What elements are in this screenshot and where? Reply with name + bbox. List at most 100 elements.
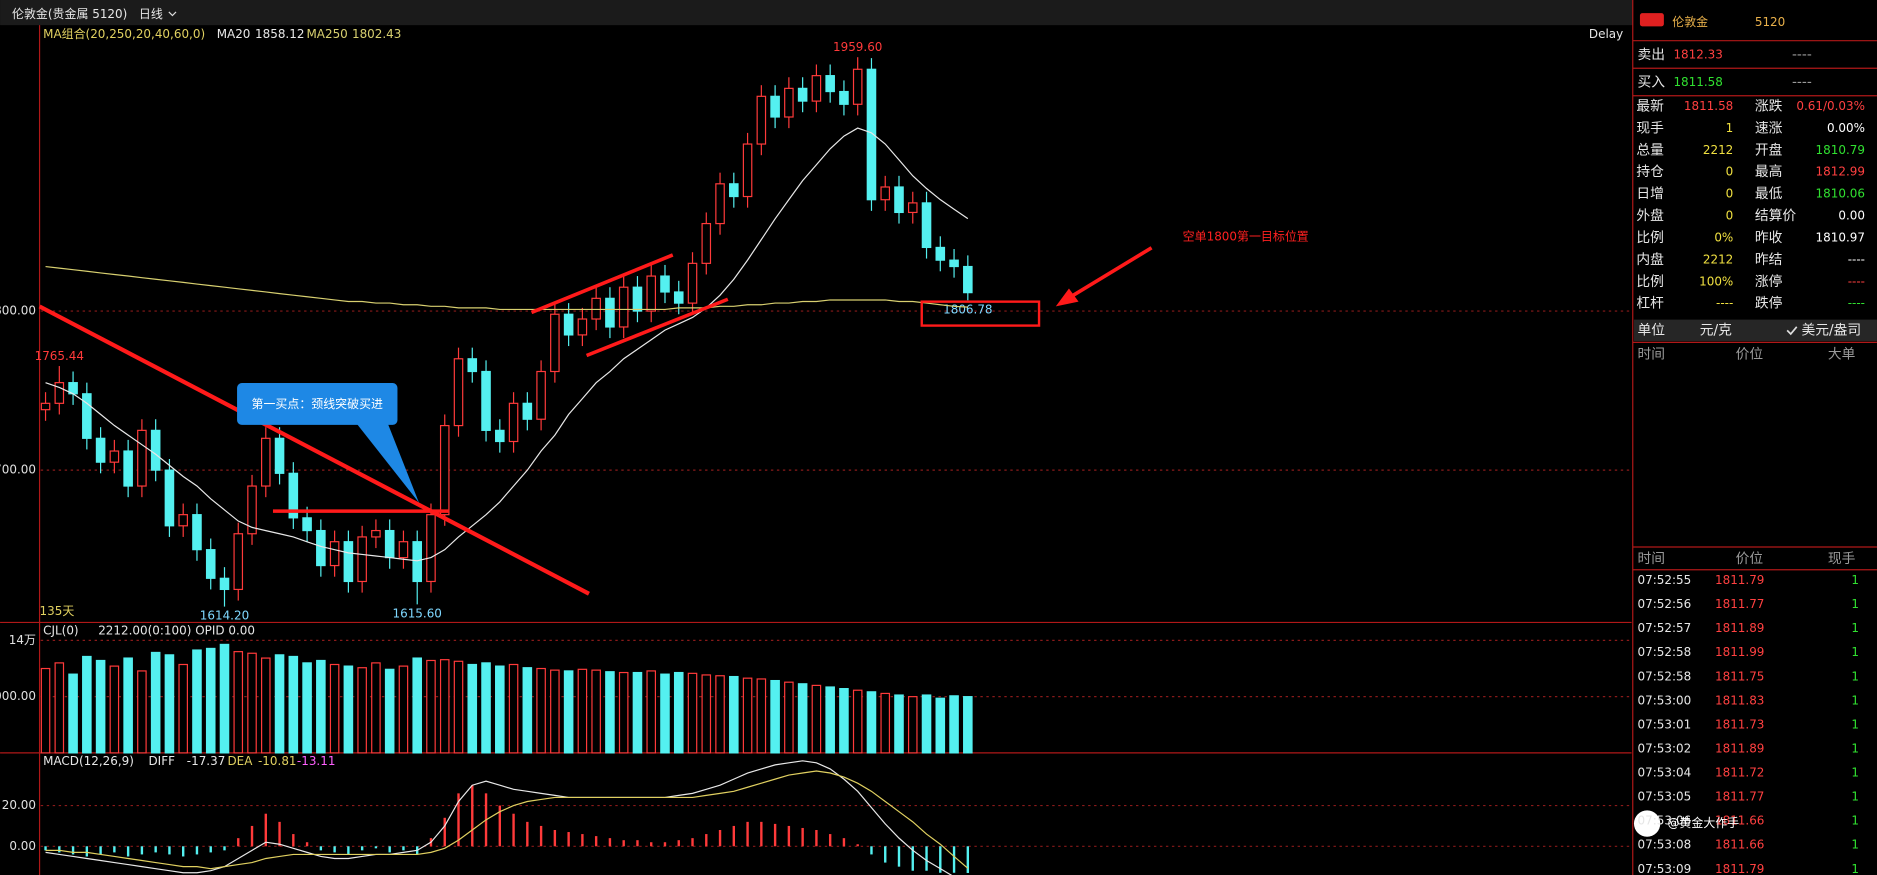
trade-time: 07:52:58 [1638, 645, 1692, 659]
candle-body [646, 275, 657, 312]
volume-bar [219, 643, 230, 754]
stat-label: 内盘 [1636, 251, 1664, 268]
candle-body [949, 259, 959, 268]
candle-body [205, 549, 216, 579]
period-select[interactable]: 日线 [139, 7, 163, 21]
candle-body [453, 358, 464, 427]
candle-body [219, 577, 230, 591]
y-tick-label: 0.00 [9, 839, 36, 853]
candle-body [811, 75, 822, 102]
stat-label: 日增 [1636, 186, 1664, 202]
volume-bar [109, 665, 120, 754]
stat-label: 涨停 [1755, 273, 1783, 290]
candle-body [150, 429, 161, 471]
volume-bar [54, 662, 65, 754]
stat-value: 1810.79 [1816, 143, 1865, 157]
volume-bar [660, 673, 670, 754]
volume-bar [701, 674, 712, 754]
stat-value: 0.00 [1838, 209, 1865, 223]
volume-bar [384, 668, 395, 754]
macd-hist-value: -13.11 [297, 754, 336, 768]
candle-body [40, 402, 51, 411]
ma-title: MA组合(20,250,20,40,60,0) [43, 26, 205, 41]
volume-bar [894, 694, 904, 754]
volume-bar [150, 651, 161, 754]
macd-name: DEA [227, 754, 253, 768]
volume-bar [453, 660, 464, 754]
trade-price: 1811.79 [1715, 573, 1764, 587]
candle-body [894, 186, 904, 214]
target-box [920, 300, 1041, 327]
instrument-title[interactable]: 伦敦金(贵金属 5120) [12, 6, 127, 21]
candle-body [701, 222, 712, 264]
volume-bar [481, 662, 491, 754]
stat-value: ---- [1848, 252, 1865, 266]
candle-body [329, 541, 340, 567]
candle-body [825, 75, 835, 93]
stat-label: 涨跌 [1755, 99, 1783, 115]
candle-body [495, 429, 505, 443]
trade-price: 1811.66 [1715, 838, 1764, 852]
quote-panel: 伦敦金 5120 卖出 1812.33 ---- 买入 1811.58 ---- 最新 1811.… [1632, 13, 1877, 875]
volume-bar [123, 657, 133, 754]
trade-price: 1811.89 [1715, 621, 1764, 635]
volume-bar [618, 671, 629, 754]
high-label: 1959.60 [833, 40, 882, 54]
ma-line [45, 127, 969, 562]
volume-bar [467, 663, 478, 754]
stat-label: 昨收 [1755, 230, 1783, 246]
arrow-shaft [1071, 246, 1153, 298]
stat-label: 昨结 [1755, 252, 1783, 268]
trade-time: 07:53:09 [1638, 862, 1692, 875]
volume-bar [508, 663, 519, 754]
macd-title: MACD(12,26,9) [43, 754, 134, 768]
sell-volume: ---- [1792, 47, 1812, 63]
trades-header: 价位 [1736, 551, 1764, 567]
depth-header: 大单 [1828, 346, 1856, 362]
y-tick-label: 14万 [9, 633, 36, 647]
trade-qty: 1 [1851, 862, 1859, 875]
trade-qty: 1 [1851, 717, 1859, 731]
volume-title: CJL(0) [43, 623, 78, 637]
candle-body [412, 541, 422, 583]
trade-qty: 1 [1851, 741, 1859, 755]
candle-body [591, 297, 601, 320]
volume-bar [205, 647, 216, 754]
candle-body [398, 541, 409, 559]
trade-time: 07:52:57 [1638, 621, 1692, 635]
stat-value: 1811.58 [1684, 99, 1733, 113]
volume-bar [770, 679, 780, 754]
volume-bar [82, 655, 92, 754]
trade-time: 07:53:02 [1638, 741, 1692, 755]
stat-label: 最低 [1755, 186, 1783, 202]
volume-bar [398, 665, 409, 754]
volume-bar [687, 672, 698, 754]
candle-body [632, 286, 643, 312]
volume-bar [935, 697, 946, 754]
stat-label: 总量 [1636, 142, 1664, 158]
stat-value: 2212 [1703, 252, 1733, 266]
volume-bar [880, 692, 891, 754]
trade-qty: 1 [1851, 621, 1859, 635]
trade-qty: 1 [1851, 573, 1859, 587]
candle-body [302, 517, 312, 532]
stat-label: 最新 [1636, 99, 1664, 115]
stat-value: 0 [1726, 209, 1734, 223]
candle-body [508, 402, 519, 443]
instrument-code: 5120 [1755, 15, 1785, 29]
volume-bar [550, 669, 560, 754]
low-label: 1614.20 [200, 609, 249, 623]
volume-bar [921, 694, 932, 754]
macd-value: -17.37 [187, 754, 226, 768]
trade-time: 07:52:55 [1638, 573, 1692, 587]
trade-time: 07:53:00 [1638, 693, 1692, 707]
delay-label: Delay [1589, 27, 1623, 41]
candle-body [95, 437, 106, 463]
candle-body [137, 429, 147, 487]
volume-bar [825, 686, 835, 754]
candle-body [247, 485, 257, 535]
depth-header: 价位 [1736, 346, 1764, 362]
stat-value: 0.00% [1827, 121, 1865, 135]
volume-bar [907, 696, 918, 754]
volume-bar [536, 667, 546, 754]
